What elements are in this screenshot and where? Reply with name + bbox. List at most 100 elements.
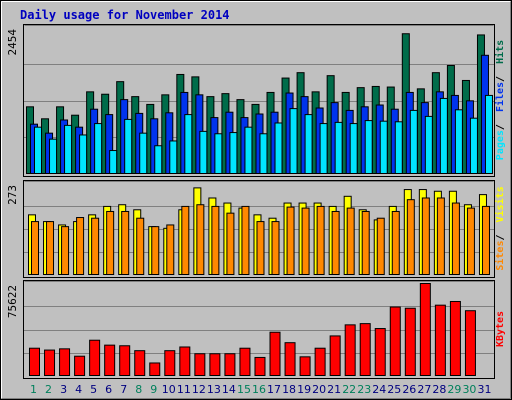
bar-pages-20 [319,123,328,174]
bar-sites-14 [226,212,235,275]
bar-pages-3 [64,124,73,174]
bar-kbytes-5 [89,339,101,377]
bar-pages-7 [124,118,133,174]
x-tick-label: 16 [252,383,266,396]
bar-pages-24 [379,120,388,174]
y-max-label-hits-files-pages: 2454 [6,29,19,56]
bar-kbytes-25 [389,306,401,377]
bar-sites-6 [106,210,115,276]
bar-sites-28 [436,197,445,275]
bar-kbytes-20 [314,347,326,376]
bar-kbytes-9 [149,362,161,377]
bar-sites-22 [346,207,355,276]
bar-kbytes-21 [329,335,341,376]
bar-pages-31 [484,94,493,174]
bar-sites-31 [481,205,490,276]
bar-sites-29 [451,202,460,276]
bar-sites-19 [301,207,310,276]
x-tick-label: 23 [357,383,371,396]
chart-title: Daily usage for November 2014 [20,8,230,22]
bar-pages-16 [259,133,268,175]
legend-sites: Sites [494,241,506,271]
bar-pages-2 [49,138,58,174]
bar-kbytes-28 [434,304,446,376]
bar-kbytes-10 [164,350,176,377]
x-tick-label: 21 [327,383,341,396]
bar-kbytes-7 [119,345,131,376]
bar-pages-4 [79,134,88,175]
bar-sites-12 [196,204,205,276]
bar-sites-23 [361,210,370,276]
bar-pages-18 [289,108,298,174]
bar-sites-1 [31,221,39,275]
bar-pages-27 [424,115,433,174]
bar-kbytes-15 [239,347,251,376]
bar-pages-17 [274,122,283,174]
bar-pages-9 [154,145,163,175]
bar-pages-11 [184,114,193,174]
x-tick-label: 26 [402,383,416,396]
x-tick-label: 11 [177,383,191,396]
x-tick-label: 20 [312,383,326,396]
legend-visits: Visits [494,186,506,222]
bar-kbytes-8 [134,350,146,377]
x-tick-label: 19 [297,383,311,396]
x-tick-label: 30 [462,383,476,396]
bar-sites-21 [331,210,340,276]
x-tick-label: 15 [237,383,251,396]
bar-sites-13 [211,205,220,276]
bar-kbytes-1 [29,347,40,376]
bar-pages-6 [109,150,118,175]
bar-pages-15 [244,126,253,174]
bar-sites-2 [46,221,55,275]
y-max-label-kbytes: 75622 [6,285,19,318]
bar-sites-16 [256,221,265,275]
bar-kbytes-26 [404,307,416,377]
bar-kbytes-29 [449,300,461,376]
bar-sites-15 [241,205,250,276]
x-tick-label: 24 [372,383,386,396]
x-tick-label: 3 [60,383,67,396]
bar-sites-9 [151,226,160,275]
bar-pages-25 [394,121,403,174]
bar-pages-12 [199,130,208,175]
bar-pages-5 [94,123,103,174]
bar-pages-21 [334,121,343,174]
x-tick-label: 2 [45,383,52,396]
x-tick-label: 14 [222,383,236,396]
bar-kbytes-12 [194,353,206,377]
bar-kbytes-30 [464,310,476,376]
x-tick-label: 5 [90,383,97,396]
legend-separator: / [495,76,506,82]
bar-kbytes-23 [359,323,371,376]
x-tick-label: 25 [387,383,401,396]
bar-pages-1 [34,126,42,174]
bar-kbytes-17 [269,331,281,377]
bar-kbytes-16 [254,356,266,376]
bar-pages-30 [469,117,478,174]
bar-pages-19 [304,114,313,174]
x-tick-label: 6 [105,383,112,396]
bar-sites-17 [271,221,280,275]
bar-sites-8 [136,217,145,275]
bar-pages-22 [349,123,358,174]
bar-kbytes-14 [224,353,236,377]
bar-pages-10 [169,140,178,175]
bar-sites-20 [316,205,325,276]
bar-sites-26 [406,199,415,275]
bar-kbytes-19 [299,356,311,376]
x-tick-label: 27 [417,383,431,396]
x-tick-label: 31 [477,383,491,396]
x-tick-label: 7 [120,383,127,396]
x-tick-label: 1 [30,383,37,396]
bar-sites-10 [166,224,175,275]
legend-pages: Pages [495,130,506,160]
bar-pages-14 [229,132,238,175]
x-tick-label: 18 [282,383,296,396]
x-tick-label: 17 [267,383,281,396]
bar-sites-11 [181,205,190,276]
bar-sites-25 [391,210,400,276]
bar-pages-26 [409,109,418,175]
bar-pages-8 [139,132,148,174]
